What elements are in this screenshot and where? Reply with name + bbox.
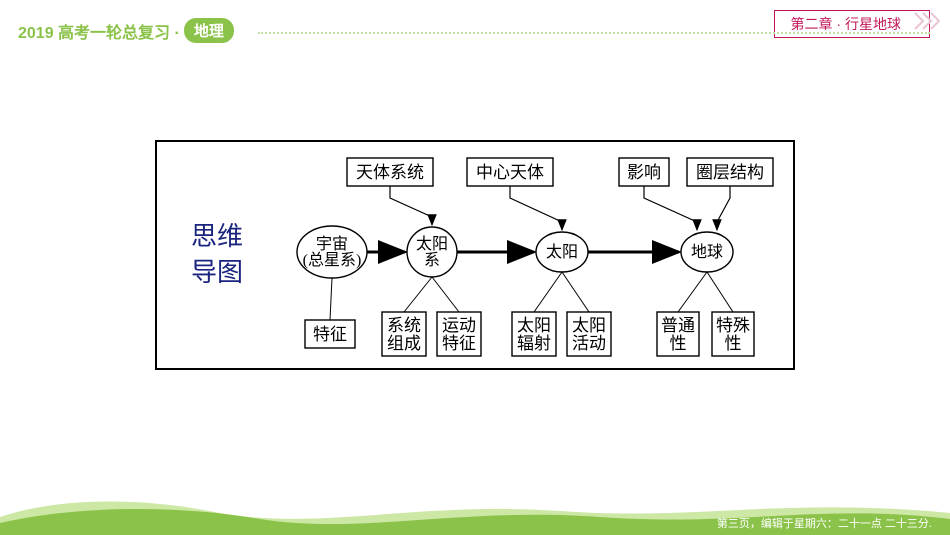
svg-text:运动: 运动 (442, 316, 476, 335)
svg-text:特殊: 特殊 (716, 316, 750, 335)
svg-text:中心天体: 中心天体 (476, 163, 544, 182)
svg-text:特征: 特征 (442, 334, 476, 353)
header-dotline (258, 32, 930, 34)
page-header: 2019 高考一轮总复习 · 地理 (18, 18, 234, 43)
svg-text:影响: 影响 (627, 163, 661, 182)
svg-text:性: 性 (725, 334, 742, 353)
footer-text: 第三页，编辑于星期六：二十一点 二十三分. (717, 515, 932, 531)
svg-text:普通: 普通 (661, 316, 695, 335)
mindmap-canvas: 天体系统中心天体影响圈层结构宇宙(总星系)太阳系太阳地球特征系统组成运动特征太阳… (277, 142, 793, 368)
svg-text:太阳: 太阳 (416, 235, 448, 253)
svg-text:特征: 特征 (313, 325, 347, 344)
chapter-chevrons-icon (914, 11, 940, 31)
svg-text:性: 性 (670, 334, 687, 353)
chapter-text: 第二章 · 行星地球 (791, 16, 901, 32)
mindmap-svg: 天体系统中心天体影响圈层结构宇宙(总星系)太阳系太阳地球特征系统组成运动特征太阳… (277, 142, 797, 368)
svg-text:活动: 活动 (572, 334, 606, 353)
mindmap-title-text: 思维 导图 (191, 219, 243, 292)
svg-text:太阳: 太阳 (572, 316, 606, 335)
svg-text:地球: 地球 (691, 243, 723, 261)
mindmap-title: 思维 导图 (157, 142, 277, 368)
svg-text:太阳: 太阳 (517, 316, 551, 335)
diagram-frame: 思维 导图 天体系统中心天体影响圈层结构宇宙(总星系)太阳系太阳地球特征系统组成… (155, 140, 795, 370)
svg-text:组成: 组成 (387, 334, 421, 353)
svg-text:(总星系): (总星系) (303, 251, 362, 269)
header-prefix: 2019 高考一轮总复习 · (18, 19, 180, 43)
svg-text:宇宙: 宇宙 (316, 235, 348, 253)
svg-text:系统: 系统 (387, 316, 421, 335)
subject-badge: 地理 (184, 18, 234, 43)
svg-text:系: 系 (424, 251, 440, 269)
svg-text:天体系统: 天体系统 (356, 163, 424, 182)
svg-text:辐射: 辐射 (517, 334, 551, 353)
svg-text:太阳: 太阳 (546, 243, 578, 261)
svg-text:圈层结构: 圈层结构 (696, 163, 764, 182)
